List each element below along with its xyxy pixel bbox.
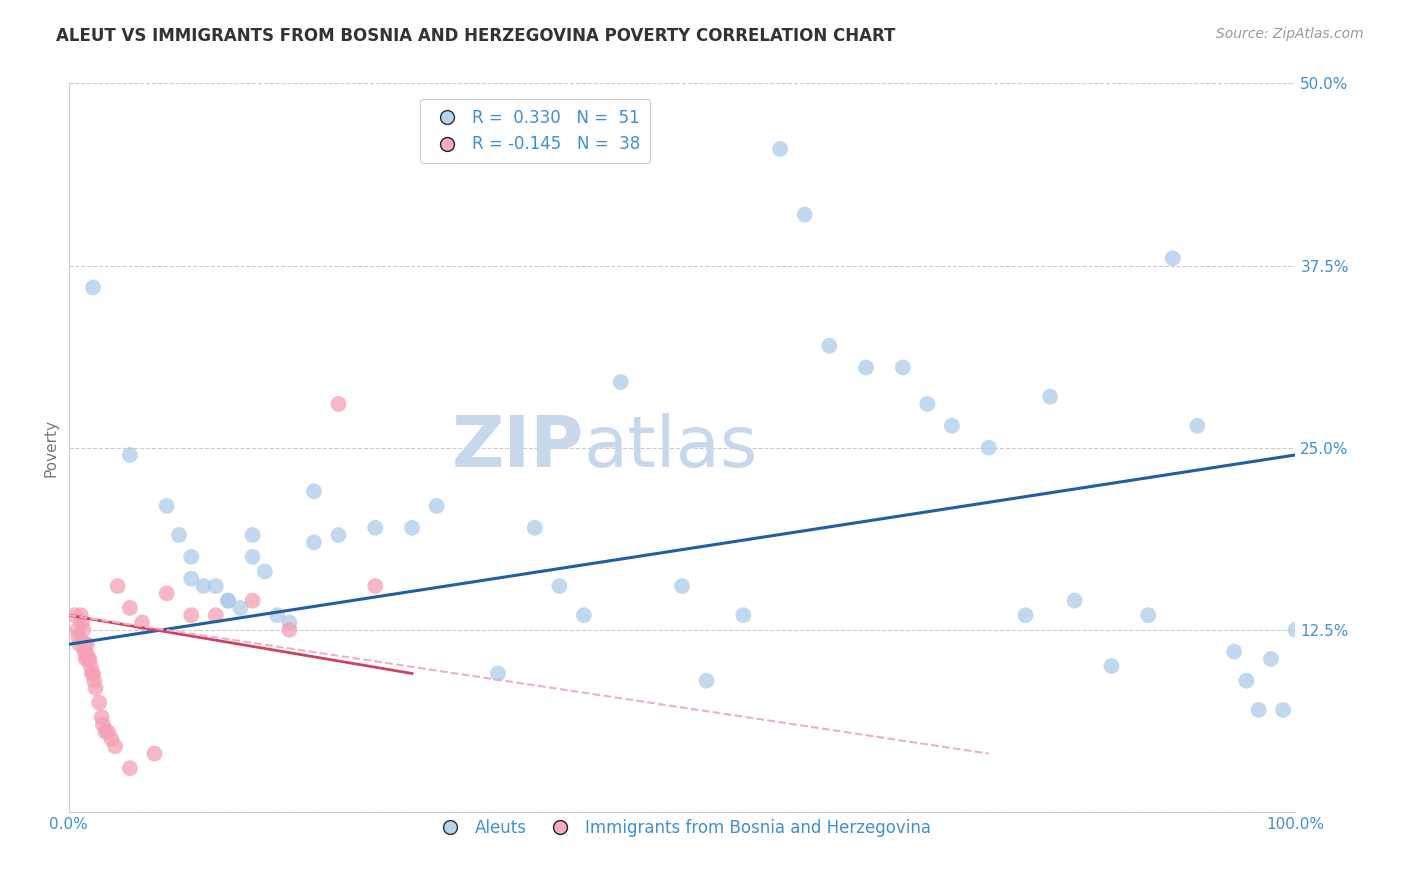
Point bbox=[97, 724, 120, 739]
Point bbox=[1039, 390, 1062, 404]
Point bbox=[941, 418, 963, 433]
Point bbox=[79, 659, 101, 673]
Point bbox=[266, 608, 288, 623]
Point bbox=[609, 375, 631, 389]
Point bbox=[1137, 608, 1160, 623]
Point bbox=[364, 521, 387, 535]
Point bbox=[80, 666, 103, 681]
Text: ZIP: ZIP bbox=[451, 413, 583, 483]
Point bbox=[818, 339, 841, 353]
Point bbox=[572, 608, 595, 623]
Point bbox=[523, 521, 546, 535]
Point bbox=[167, 528, 190, 542]
Point bbox=[1014, 608, 1036, 623]
Point bbox=[204, 608, 226, 623]
Point bbox=[242, 593, 264, 607]
Point bbox=[118, 448, 141, 462]
Point bbox=[302, 535, 325, 549]
Point bbox=[1284, 623, 1306, 637]
Point bbox=[180, 549, 202, 564]
Point bbox=[217, 593, 239, 607]
Point bbox=[70, 615, 93, 630]
Point bbox=[91, 717, 114, 731]
Point bbox=[302, 484, 325, 499]
Point bbox=[733, 608, 755, 623]
Point bbox=[82, 666, 104, 681]
Point bbox=[193, 579, 215, 593]
Point bbox=[769, 142, 792, 156]
Point bbox=[242, 549, 264, 564]
Point bbox=[328, 528, 350, 542]
Point bbox=[1260, 652, 1282, 666]
Point bbox=[1187, 418, 1209, 433]
Point bbox=[486, 666, 509, 681]
Point bbox=[1161, 252, 1184, 266]
Point bbox=[977, 441, 1000, 455]
Point bbox=[671, 579, 693, 593]
Point bbox=[104, 739, 127, 754]
Point bbox=[1234, 673, 1257, 688]
Point bbox=[156, 499, 179, 513]
Point bbox=[1063, 593, 1085, 607]
Point bbox=[73, 637, 96, 651]
Point bbox=[696, 673, 718, 688]
Point bbox=[83, 673, 105, 688]
Point bbox=[94, 724, 117, 739]
Point bbox=[278, 623, 301, 637]
Point bbox=[131, 615, 153, 630]
Point bbox=[1099, 659, 1122, 673]
Point bbox=[548, 579, 571, 593]
Text: atlas: atlas bbox=[583, 413, 758, 483]
Point bbox=[401, 521, 423, 535]
Point bbox=[118, 761, 141, 775]
Y-axis label: Poverty: Poverty bbox=[44, 418, 58, 476]
Point bbox=[76, 648, 98, 662]
Point bbox=[66, 623, 89, 637]
Point bbox=[75, 652, 97, 666]
Point bbox=[79, 652, 101, 666]
Point bbox=[107, 579, 129, 593]
Point bbox=[84, 681, 107, 695]
Text: ALEUT VS IMMIGRANTS FROM BOSNIA AND HERZEGOVINA POVERTY CORRELATION CHART: ALEUT VS IMMIGRANTS FROM BOSNIA AND HERZ… bbox=[56, 27, 896, 45]
Point bbox=[118, 601, 141, 615]
Point bbox=[1223, 645, 1246, 659]
Point bbox=[69, 608, 91, 623]
Point bbox=[156, 586, 179, 600]
Point bbox=[328, 397, 350, 411]
Point bbox=[364, 579, 387, 593]
Point bbox=[72, 623, 94, 637]
Point bbox=[82, 280, 104, 294]
Point bbox=[426, 499, 449, 513]
Point bbox=[77, 652, 100, 666]
Legend: Aleuts, Immigrants from Bosnia and Herzegovina: Aleuts, Immigrants from Bosnia and Herze… bbox=[426, 813, 938, 844]
Text: Source: ZipAtlas.com: Source: ZipAtlas.com bbox=[1216, 27, 1364, 41]
Point bbox=[1247, 703, 1270, 717]
Point bbox=[100, 732, 122, 747]
Point bbox=[891, 360, 914, 375]
Point bbox=[90, 710, 112, 724]
Point bbox=[242, 528, 264, 542]
Point bbox=[855, 360, 877, 375]
Point bbox=[217, 593, 239, 607]
Point bbox=[917, 397, 939, 411]
Point bbox=[180, 572, 202, 586]
Point bbox=[143, 747, 166, 761]
Point bbox=[180, 608, 202, 623]
Point bbox=[89, 696, 111, 710]
Point bbox=[67, 630, 90, 644]
Point bbox=[204, 579, 226, 593]
Point bbox=[73, 645, 96, 659]
Point bbox=[229, 601, 252, 615]
Point bbox=[253, 565, 276, 579]
Point bbox=[1272, 703, 1295, 717]
Point bbox=[69, 637, 91, 651]
Point bbox=[63, 608, 86, 623]
Point bbox=[278, 615, 301, 630]
Point bbox=[793, 208, 815, 222]
Point bbox=[76, 637, 98, 651]
